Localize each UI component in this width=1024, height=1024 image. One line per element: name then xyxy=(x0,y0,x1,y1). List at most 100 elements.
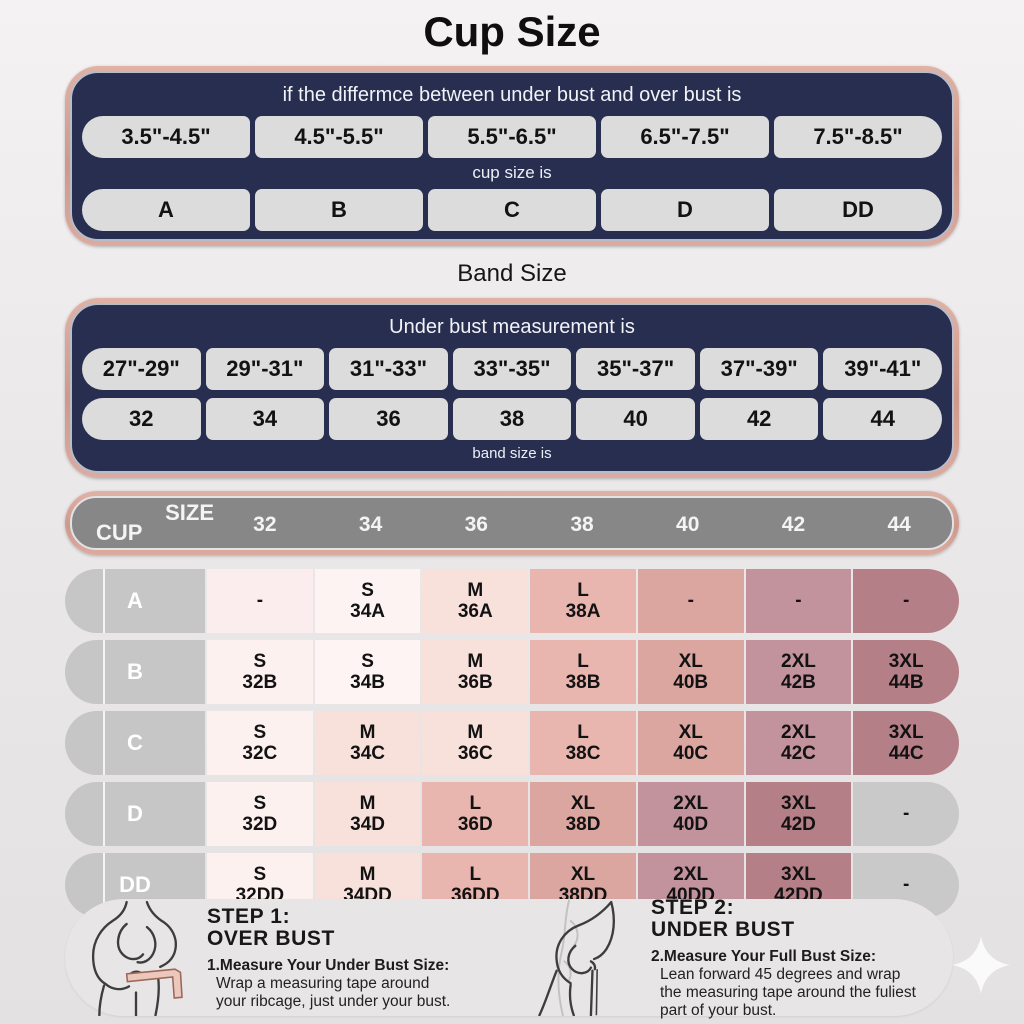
column-header: 38 xyxy=(570,513,594,536)
cup-difference-ranges: 3.5"-4.5" 4.5"-5.5" 5.5"-6.5" 6.5"-7.5" 7.5"… xyxy=(80,116,944,158)
band-box-header: Under bust measurement is xyxy=(389,316,635,338)
matrix-column-headers: 32 34 36 38 40 42 44 xyxy=(212,498,952,548)
size-cell: XL 38D xyxy=(530,782,636,846)
column-header: 34 xyxy=(358,513,383,536)
size-cell: M 36C xyxy=(422,711,529,775)
corner-cup-label: CUP xyxy=(96,520,143,545)
cup-letter-pill: A xyxy=(82,189,250,231)
sparkle-icon xyxy=(952,936,1010,994)
size-cell: - xyxy=(853,569,960,633)
size-cell: 2XL 42B xyxy=(745,640,852,704)
band-size-row: 32 34 36 38 40 42 44 xyxy=(80,398,944,440)
step-body: Lean forward 45 degrees and wrap the meas… xyxy=(660,965,916,1020)
measuring-tape-icon xyxy=(125,968,183,999)
cup-box-middle-label: cup size is xyxy=(472,163,552,182)
matrix-header-frame: SIZE CUP 32 34 36 38 40 42 44 xyxy=(65,491,959,555)
size-cell: 3XL 42D xyxy=(745,782,852,846)
size-cell: XL 40B xyxy=(637,640,744,704)
cup-row-label: D xyxy=(65,782,205,846)
size-cell: 3XL 44B xyxy=(853,640,960,704)
size-cell: 2XL 42C xyxy=(745,711,852,775)
column-header: 44 xyxy=(887,513,911,536)
cup-letter-pill: DD xyxy=(774,189,942,231)
table-row: A - S 34A M 36A L 38A - - - xyxy=(65,569,960,633)
size-cell: S 32D xyxy=(207,782,313,846)
size-cell: XL 40C xyxy=(637,711,744,775)
column-header: 32 xyxy=(253,513,277,536)
cup-letter-pill: D xyxy=(601,189,769,231)
cup-letter-pill: C xyxy=(428,189,596,231)
size-cell: L 38B xyxy=(530,640,636,704)
size-cell: - xyxy=(637,569,744,633)
matrix-header: SIZE CUP 32 34 36 38 40 42 44 xyxy=(70,496,954,550)
size-cell: S 32C xyxy=(207,711,313,775)
matrix-corner: SIZE CUP xyxy=(72,498,214,548)
step-lead: 2.Measure Your Full Bust Size: xyxy=(651,947,877,965)
corner-size-label: SIZE xyxy=(165,500,214,525)
step-2-under-bust: STEP 2: UNDER BUST 2.Measure Your Full B… xyxy=(509,895,953,1019)
table-row: B S 32B S 34B M 36B L 38B XL 40B 2XL 42B 3XL 44B xyxy=(65,640,960,704)
band-size-pill: 38 xyxy=(452,398,572,440)
step-title: STEP 1: OVER BUST xyxy=(207,904,335,951)
over-bust-figure-icon xyxy=(91,900,183,1016)
band-size-pill: 42 xyxy=(699,398,819,440)
cup-box-header: if the differmce between under bust and … xyxy=(282,84,742,106)
page-title: Cup Size xyxy=(423,8,601,55)
band-size-pill: 36 xyxy=(329,398,448,440)
size-cell: 3XL 44C xyxy=(853,711,960,775)
size-cell: - xyxy=(853,782,960,846)
band-measurement-ranges: 27"-29" 29"-31" 31"-33" 33"-35" 35"-37" 37"-3… xyxy=(80,348,944,390)
size-cell: L 38C xyxy=(530,711,636,775)
table-row: C S 32C M 34C M 36C L 38C XL 40C 2XL 42C 3XL 44C xyxy=(65,711,960,775)
size-cell: - xyxy=(207,569,313,633)
band-box-footer: band size is xyxy=(472,445,552,462)
cup-size-box: if the differmce between under bust and … xyxy=(65,66,959,246)
measuring-instructions: STEP 1: OVER BUST 1.Measure Your Under B… xyxy=(65,895,953,1019)
band-size-pill: 34 xyxy=(205,398,325,440)
cup-difference-pill: 4.5"-5.5" xyxy=(255,116,423,158)
size-matrix: A - S 34A M 36A L 38A - - - B S 32B S 34B M 36B L 38B XL 40B 2… xyxy=(65,569,960,917)
band-range-pill: 27"-29" xyxy=(82,348,201,390)
size-cell: M 36A xyxy=(422,569,529,633)
size-cell: 2XL 40D xyxy=(637,782,744,846)
size-cell: M 34C xyxy=(314,711,421,775)
step-title: STEP 2: UNDER BUST xyxy=(651,895,795,942)
under-bust-figure-icon xyxy=(538,899,616,1016)
cup-row-label: B xyxy=(65,640,205,704)
size-cell: S 34B xyxy=(314,640,421,704)
band-size-box: Under bust measurement is 27"-29" 29"-31"… xyxy=(65,298,959,478)
band-range-pill: 35"-37" xyxy=(576,348,695,390)
column-header: 40 xyxy=(676,513,700,536)
column-header: 36 xyxy=(464,513,488,536)
cup-letter-row: A B C D DD xyxy=(80,189,944,231)
size-cell: M 34D xyxy=(314,782,421,846)
cup-difference-pill: 5.5"-6.5" xyxy=(428,116,596,158)
band-range-pill: 39"-41" xyxy=(823,348,943,390)
size-cell: - xyxy=(745,569,852,633)
band-range-pill: 37"-39" xyxy=(699,348,819,390)
band-size-pill: 32 xyxy=(82,398,201,440)
step-1-over-bust: STEP 1: OVER BUST 1.Measure Your Under B… xyxy=(65,899,509,1016)
column-header: 42 xyxy=(781,513,806,536)
band-size-pill: 44 xyxy=(823,398,943,440)
cup-letter-pill: B xyxy=(255,189,423,231)
cup-row-label: C xyxy=(65,711,205,775)
cup-difference-pill: 3.5"-4.5" xyxy=(82,116,250,158)
table-row: D S 32D M 34D L 36D XL 38D 2XL 40D 3XL 42D - xyxy=(65,782,960,846)
cup-row-label: A xyxy=(65,569,205,633)
size-cell: S 34A xyxy=(314,569,421,633)
cup-difference-pill: 6.5"-7.5" xyxy=(601,116,769,158)
size-cell: M 36B xyxy=(422,640,529,704)
step-body: Wrap a measuring tape around your ribcage… xyxy=(216,975,451,1011)
band-range-pill: 29"-31" xyxy=(205,348,325,390)
size-cell: S 32B xyxy=(207,640,313,704)
size-cell: L 38A xyxy=(530,569,636,633)
band-size-title: Band Size xyxy=(457,260,567,287)
band-range-pill: 31"-33" xyxy=(329,348,448,390)
size-cell: L 36D xyxy=(422,782,529,846)
step-lead: 1.Measure Your Under Bust Size: xyxy=(207,957,450,975)
cup-difference-pill: 7.5"-8.5" xyxy=(774,116,942,158)
band-range-pill: 33"-35" xyxy=(452,348,572,390)
band-size-pill: 40 xyxy=(576,398,695,440)
